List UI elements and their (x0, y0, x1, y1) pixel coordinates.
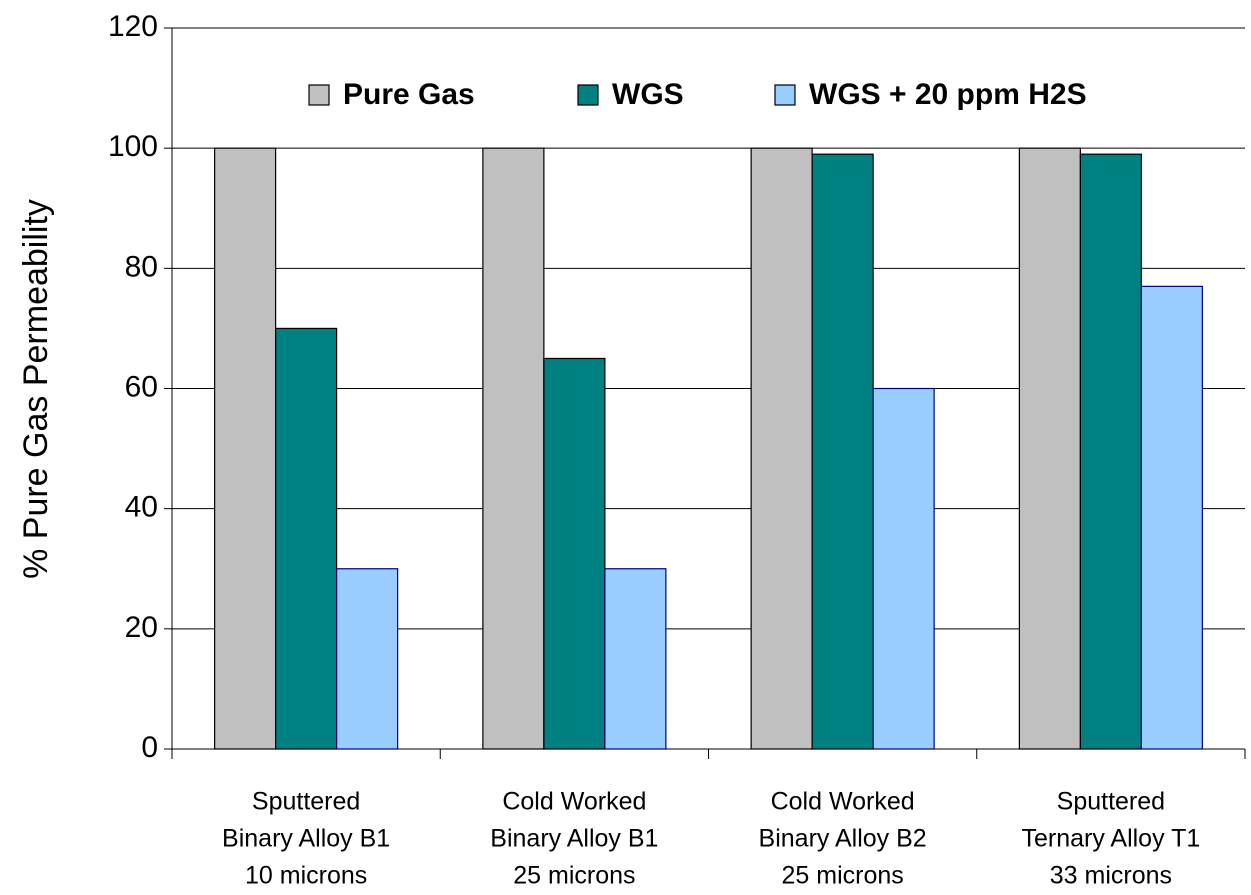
bar (750, 147, 813, 750)
y-tick-label: 80 (125, 250, 158, 283)
bar (482, 147, 545, 750)
legend-swatch (774, 84, 796, 106)
bar (543, 357, 606, 750)
bar (336, 568, 399, 750)
x-tick-label: Ternary Alloy T1 (1021, 825, 1200, 853)
x-tick-label: 10 microns (245, 862, 367, 890)
x-tick-label: 33 microns (1050, 862, 1172, 890)
bar (275, 327, 338, 750)
x-tick-label: Cold Worked (502, 788, 646, 816)
y-tick-label: 120 (108, 10, 158, 43)
x-tick-label: Sputtered (252, 788, 360, 816)
x-tick-label: Binary Alloy B2 (759, 825, 927, 853)
legend-label: WGS (612, 78, 684, 111)
bar (1079, 153, 1142, 750)
y-tick-label: 0 (141, 731, 158, 764)
bar (214, 147, 277, 750)
bar (872, 387, 935, 750)
legend-swatch (308, 84, 330, 106)
y-tick-label: 20 (125, 611, 158, 644)
x-tick-label: 25 microns (781, 862, 903, 890)
legend-swatch (577, 84, 599, 106)
bar (604, 568, 667, 750)
y-tick-label: 40 (125, 491, 158, 524)
bar (811, 153, 874, 750)
bar (1018, 147, 1081, 750)
y-tick-label: 100 (108, 130, 158, 163)
y-axis-label: % Pure Gas Permeability (17, 199, 55, 579)
legend-label: Pure Gas (343, 78, 475, 111)
x-tick-label: Binary Alloy B1 (490, 825, 658, 853)
x-tick-label: Binary Alloy B1 (222, 825, 390, 853)
x-tick-label: Sputtered (1057, 788, 1165, 816)
x-tick-label: Cold Worked (771, 788, 915, 816)
bar (1140, 285, 1203, 750)
y-tick-label: 60 (125, 370, 158, 403)
legend-label: WGS + 20 ppm H2S (809, 78, 1087, 111)
x-tick-label: 25 microns (513, 862, 635, 890)
